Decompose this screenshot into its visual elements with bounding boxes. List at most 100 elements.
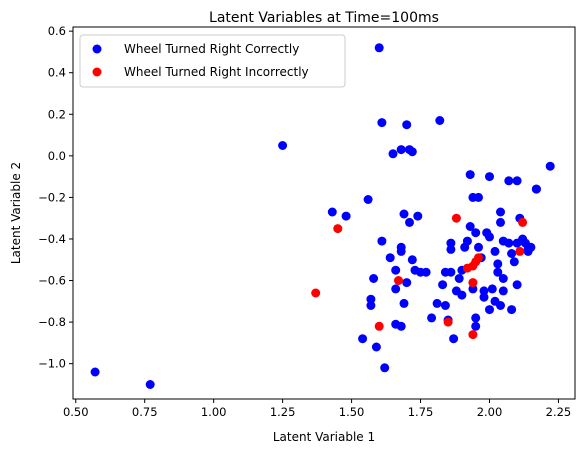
- legend-marker-correct: [92, 44, 102, 54]
- point-correct-76: [496, 301, 505, 310]
- point-correct-66: [485, 172, 494, 182]
- y-tick-label: 0.0: [48, 149, 66, 163]
- point-correct-23: [380, 363, 390, 373]
- y-axis: −1.0 −0.8 −0.6 −0.4 −0.2 0.0 0.2 0.4 0.6: [38, 24, 73, 371]
- point-correct-53: [465, 222, 475, 231]
- plot-area-frame: [72, 26, 576, 400]
- point-incorrect-2: [374, 321, 384, 331]
- x-tick-label: 1.00: [201, 405, 227, 419]
- point-correct-43: [446, 238, 456, 248]
- point-correct-19: [366, 301, 376, 310]
- point-correct-36: [421, 267, 431, 277]
- legend-box: [79, 34, 346, 88]
- point-correct-69: [487, 284, 497, 294]
- point-correct-37: [427, 313, 437, 323]
- point-correct-82: [507, 249, 517, 258]
- point-correct-48: [454, 274, 464, 283]
- x-tick-label: 1.25: [270, 405, 296, 419]
- point-correct-84: [509, 257, 519, 267]
- point-correct-29: [396, 246, 406, 256]
- point-correct-27: [402, 278, 412, 288]
- point-correct-54: [465, 170, 475, 180]
- point-correct-49: [457, 290, 467, 300]
- point-correct-0: [90, 367, 100, 377]
- point-correct-26: [399, 298, 409, 308]
- point-correct-10: [435, 116, 445, 125]
- point-correct-79: [498, 286, 508, 296]
- point-correct-71: [490, 246, 500, 256]
- point-correct-80: [504, 176, 514, 186]
- point-correct-67: [485, 232, 494, 242]
- x-tick-label: 0.50: [63, 405, 89, 419]
- legend-marker-incorrect: [92, 67, 102, 77]
- y-axis-label: Latent Variable 2: [9, 162, 23, 264]
- point-incorrect-10: [474, 253, 483, 263]
- y-tick-label: −0.8: [38, 315, 66, 329]
- point-correct-45: [446, 267, 456, 277]
- point-correct-21: [358, 334, 368, 344]
- y-tick-label: 0.2: [48, 107, 66, 121]
- point-correct-75: [496, 217, 505, 227]
- point-correct-5: [388, 149, 398, 159]
- point-correct-60: [474, 192, 483, 202]
- x-tick-label: 1.50: [339, 405, 365, 419]
- point-correct-46: [449, 334, 459, 344]
- x-tick-label: 0.75: [132, 405, 158, 419]
- point-correct-58: [471, 313, 481, 323]
- y-tick-label: 0.6: [48, 24, 66, 38]
- point-correct-73: [493, 267, 503, 277]
- chart-title: Latent Variables at Time=100ms: [209, 10, 439, 26]
- point-incorrect-3: [394, 276, 403, 285]
- y-tick-label: −1.0: [38, 357, 66, 371]
- points-layer: [90, 43, 555, 389]
- point-correct-59: [471, 321, 481, 331]
- point-correct-6: [396, 145, 406, 155]
- point-correct-81: [504, 238, 514, 248]
- point-correct-52: [462, 236, 472, 246]
- point-correct-44: [446, 244, 456, 254]
- point-incorrect-1: [333, 224, 343, 234]
- point-correct-40: [438, 280, 448, 290]
- legend-label-correct: Wheel Turned Right Correctly: [124, 42, 299, 56]
- point-incorrect-0: [311, 288, 321, 298]
- point-incorrect-4: [443, 317, 453, 327]
- point-correct-11: [327, 207, 337, 217]
- x-axis-label: Latent Variable 1: [273, 430, 375, 444]
- point-correct-4: [377, 118, 387, 128]
- point-correct-68: [485, 305, 494, 315]
- point-correct-57: [468, 284, 478, 294]
- point-correct-83: [507, 305, 517, 315]
- point-correct-14: [377, 236, 387, 246]
- x-tick-label: 1.75: [408, 405, 434, 419]
- legend-label-incorrect: Wheel Turned Right Incorrectly: [124, 65, 309, 79]
- point-correct-3: [374, 43, 384, 53]
- point-correct-22: [371, 342, 381, 352]
- point-correct-13: [363, 195, 373, 204]
- point-correct-63: [479, 286, 489, 296]
- point-correct-32: [399, 209, 409, 219]
- legend: Wheel Turned Right Correctly Wheel Turne…: [79, 34, 346, 88]
- x-tick-label: 2.25: [546, 405, 572, 419]
- point-correct-7: [402, 120, 412, 130]
- point-incorrect-5: [451, 213, 461, 223]
- y-tick-label: −0.2: [38, 190, 66, 204]
- point-incorrect-11: [468, 330, 478, 340]
- point-correct-41: [440, 301, 450, 310]
- point-correct-93: [526, 242, 536, 252]
- point-correct-18: [366, 294, 376, 304]
- point-incorrect-13: [518, 217, 528, 227]
- point-correct-56: [471, 228, 481, 238]
- point-correct-74: [496, 207, 505, 217]
- point-correct-33: [405, 217, 414, 227]
- point-correct-9: [407, 147, 417, 157]
- point-correct-12: [341, 211, 351, 221]
- point-incorrect-9: [468, 278, 478, 288]
- y-tick-label: 0.4: [48, 66, 66, 80]
- point-correct-85: [512, 176, 522, 186]
- x-tick-label: 2.00: [477, 405, 503, 419]
- point-correct-96: [545, 161, 555, 171]
- x-axis: 0.50 0.75 1.00 1.25 1.50 1.75 2.00 2.25: [63, 399, 571, 419]
- point-correct-20: [369, 274, 379, 283]
- point-correct-95: [531, 184, 541, 194]
